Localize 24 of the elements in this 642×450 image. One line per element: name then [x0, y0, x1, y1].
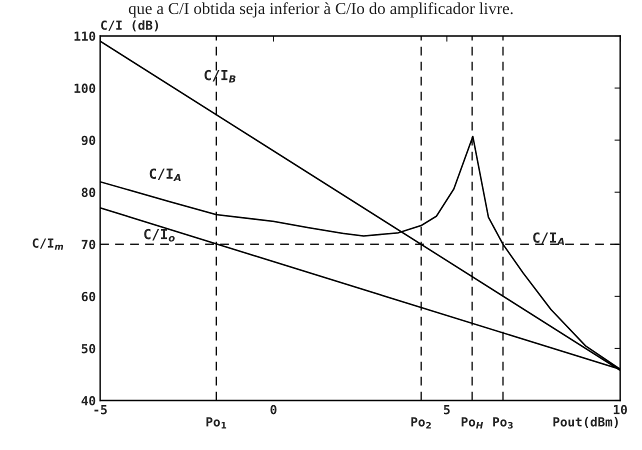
- x-tick-label: -5: [94, 405, 107, 414]
- annotation: C/I$_{A}$: [533, 232, 564, 245]
- ref-line-label: C/I$_{m}$: [32, 238, 64, 250]
- y-tick-label: 40: [82, 396, 96, 406]
- y-tick-label: 100: [74, 84, 96, 93]
- ref-line-label: Po$_{2}$: [411, 417, 431, 428]
- x-tick-label: 0: [270, 404, 277, 414]
- y-tick-label: 70: [82, 240, 96, 250]
- ref-line-label: Po$_{3}$: [493, 417, 513, 429]
- x-tick-label: 10: [614, 404, 627, 414]
- y-tick-label: 110: [74, 31, 96, 41]
- annotation: C/I$_{A}$: [150, 168, 181, 182]
- x-tick-label: 5: [444, 405, 450, 414]
- y-tick-label: 60: [82, 292, 96, 302]
- x-axis-title: Pout(dBm): [553, 416, 618, 428]
- annotation: C/I$_{B}$: [204, 70, 236, 82]
- y-tick-label: 90: [82, 136, 96, 146]
- y-tick-label: 80: [82, 188, 96, 198]
- ref-line-label: Po$_{1}$: [206, 417, 226, 428]
- annotation: C/I$_{o}$: [144, 228, 175, 242]
- text: que a C/I obtida seja inferior à C/Io do amplificador livre.: [128, 2, 513, 18]
- y-tick-label: 50: [82, 344, 96, 354]
- y-axis-title: C/I (dB): [101, 20, 158, 32]
- ref-line-label: Po$_{H}$: [462, 417, 484, 428]
